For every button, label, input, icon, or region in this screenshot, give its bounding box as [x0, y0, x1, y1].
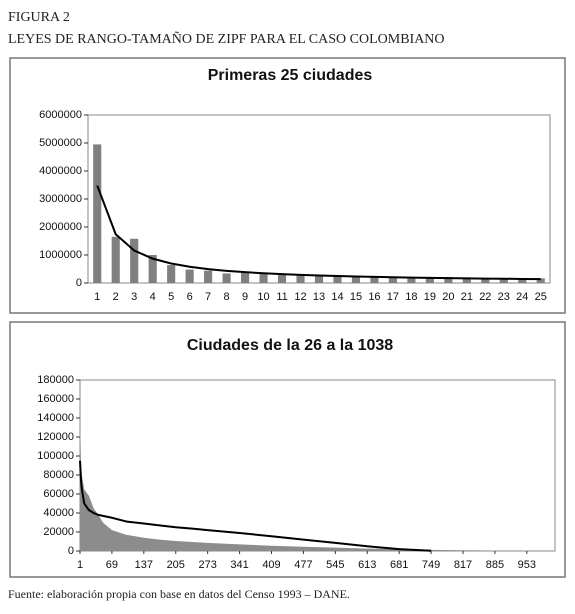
- bar: [204, 270, 213, 283]
- x-tick-label: 10: [257, 291, 269, 303]
- bar: [462, 277, 471, 283]
- y-tick-label: 20000: [43, 526, 74, 538]
- bar: [222, 273, 231, 283]
- x-tick-label: 14: [331, 291, 343, 303]
- plot-area: [87, 114, 551, 284]
- x-tick-label: 7: [205, 291, 211, 303]
- x-tick-label: 953: [518, 559, 536, 571]
- x-tick-label: 4: [150, 291, 156, 303]
- y-tick-label: 5000000: [39, 137, 82, 149]
- x-tick-label: 23: [498, 291, 510, 303]
- bar: [241, 272, 250, 283]
- x-tick-label: 22: [479, 291, 491, 303]
- x-tick-label: 21: [461, 291, 473, 303]
- x-tick-label: 409: [262, 559, 280, 571]
- x-tick-label: 12: [294, 291, 306, 303]
- x-tick-label: 15: [350, 291, 362, 303]
- x-tick-label: 817: [454, 559, 472, 571]
- y-tick-label: 60000: [43, 488, 74, 500]
- bar: [148, 255, 157, 283]
- trend-line: [79, 460, 432, 552]
- y-tick-label: 120000: [37, 431, 74, 443]
- y-tick-label: 0: [68, 545, 74, 557]
- y-tick-label: 4000000: [39, 165, 82, 177]
- x-tick-label: 24: [516, 291, 528, 303]
- x-tick-label: 477: [294, 559, 312, 571]
- y-tick-label: 180000: [37, 374, 74, 386]
- x-tick-label: 17: [387, 291, 399, 303]
- x-tick-label: 1: [77, 559, 83, 571]
- x-tick-label: 9: [242, 291, 248, 303]
- area: [80, 413, 555, 551]
- bar: [444, 276, 453, 283]
- x-tick-label: 3: [131, 291, 137, 303]
- y-tick-label: 80000: [43, 469, 74, 481]
- trend-line: [96, 185, 541, 281]
- bar: [388, 276, 397, 283]
- bar: [518, 278, 527, 283]
- bar: [130, 238, 139, 283]
- bar: [93, 144, 102, 283]
- bar: [333, 275, 342, 283]
- bar: [296, 274, 305, 283]
- x-tick-label: 13: [313, 291, 325, 303]
- y-tick-label: 40000: [43, 507, 74, 519]
- x-tick-label: 11: [276, 291, 287, 303]
- bar: [407, 277, 416, 283]
- y-tick-label: 2000000: [39, 221, 82, 233]
- x-tick-label: 25: [535, 291, 547, 303]
- figure-title: LEYES DE RANGO-TAMAÑO DE ZIPF PARA EL CA…: [8, 31, 445, 47]
- bar: [277, 274, 287, 283]
- x-tick-label: 613: [358, 559, 376, 571]
- bar: [370, 276, 379, 283]
- bar: [425, 277, 434, 283]
- x-tick-label: 20: [442, 291, 454, 303]
- x-tick-label: 749: [422, 559, 440, 571]
- x-tick-label: 19: [424, 291, 436, 303]
- x-tick-label: 8: [224, 291, 230, 303]
- source-note: Fuente: elaboración propia con base en d…: [8, 587, 350, 601]
- y-tick-label: 1000000: [39, 249, 82, 261]
- bar: [259, 273, 268, 283]
- x-tick-label: 545: [326, 559, 344, 571]
- x-tick-label: 5: [168, 291, 174, 303]
- y-tick-label: 100000: [37, 450, 74, 462]
- x-tick-label: 681: [390, 559, 408, 571]
- x-tick-label: 16: [368, 291, 380, 303]
- x-tick-label: 885: [486, 559, 504, 571]
- figure-label: FIGURA 2: [8, 10, 70, 25]
- bar: [111, 236, 120, 283]
- x-tick-label: 205: [167, 559, 185, 571]
- x-tick-label: 69: [106, 559, 118, 571]
- chart-title: Ciudades de la 26 a la 1038: [187, 337, 393, 354]
- x-tick-label: 18: [405, 291, 417, 303]
- y-tick-label: 160000: [37, 393, 74, 405]
- bar: [167, 265, 176, 283]
- y-tick-label: 6000000: [39, 109, 82, 121]
- bar: [185, 269, 194, 283]
- bar: [481, 277, 490, 283]
- y-tick-label: 0: [76, 277, 82, 289]
- y-tick-label: 140000: [37, 412, 74, 424]
- bar: [314, 275, 324, 283]
- bar: [536, 278, 545, 283]
- y-tick-label: 3000000: [39, 193, 82, 205]
- x-tick-label: 1: [94, 291, 100, 303]
- x-tick-label: 341: [230, 559, 248, 571]
- chart-title: Primeras 25 ciudades: [208, 67, 373, 84]
- bar: [499, 278, 508, 283]
- x-tick-label: 6: [187, 291, 193, 303]
- x-tick-label: 2: [113, 291, 119, 303]
- x-tick-label: 137: [135, 559, 153, 571]
- bar: [351, 276, 361, 283]
- x-tick-label: 273: [198, 559, 216, 571]
